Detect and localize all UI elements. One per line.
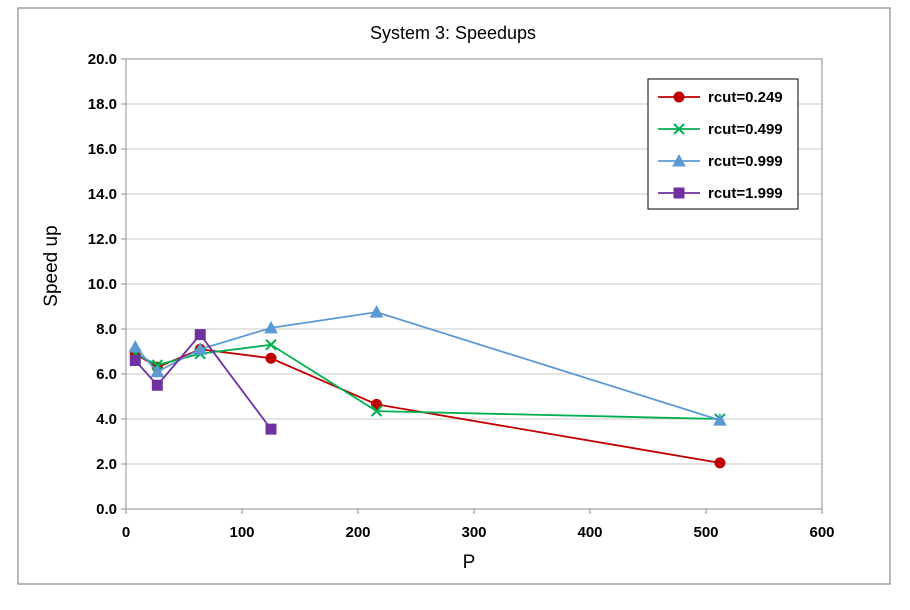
- y-tick-label: 10.0: [88, 276, 117, 293]
- data-point: [129, 355, 141, 366]
- y-tick-label: 16.0: [88, 141, 117, 158]
- legend-label: rcut=1.999: [708, 185, 783, 202]
- data-point: [128, 339, 143, 353]
- y-tick-label: 14.0: [88, 186, 117, 203]
- legend-entry: rcut=0.499: [658, 121, 783, 138]
- marker-x-stroke: [370, 405, 383, 417]
- y-tick-label: 12.0: [88, 231, 117, 248]
- data-point: [151, 379, 163, 391]
- marker-x-stroke: [265, 339, 277, 351]
- y-tick-label: 8.0: [96, 321, 117, 338]
- y-tick-label: 6.0: [96, 366, 117, 383]
- data-point: [371, 398, 383, 410]
- x-tick-label: 0: [122, 524, 130, 541]
- legend-label: rcut=0.499: [708, 121, 783, 138]
- legend-marker: [673, 123, 685, 135]
- y-tick-label: 0.0: [96, 501, 117, 518]
- legend-marker: [673, 187, 685, 199]
- data-point: [265, 423, 277, 435]
- data-point: [265, 339, 277, 351]
- x-tick-label: 300: [461, 524, 486, 541]
- series-rcut=0.999: [128, 305, 727, 426]
- legend-box: [647, 78, 799, 210]
- y-tick-label: 18.0: [88, 96, 117, 113]
- x-tick-label: 100: [229, 524, 254, 541]
- series-rcut=1.999: [129, 329, 277, 435]
- data-point: [265, 352, 277, 364]
- x-tick-label: 600: [809, 524, 834, 541]
- data-point: [369, 305, 384, 318]
- data-point: [713, 413, 727, 426]
- legend-entry: rcut=0.249: [658, 89, 783, 106]
- x-tick-label: 400: [577, 524, 602, 541]
- marker-x-stroke: [673, 123, 685, 135]
- legend-entry: rcut=1.999: [658, 185, 783, 202]
- series-line: [134, 343, 720, 420]
- legend-entry: rcut=0.999: [658, 153, 783, 170]
- y-tick-label: 2.0: [96, 456, 117, 473]
- legend: rcut=0.249 rcut=0.499 rcut=0.999 rcut=1.999: [647, 78, 799, 210]
- x-axis-label: P: [463, 552, 476, 573]
- legend-marker: [673, 91, 685, 103]
- axes: 0.0 2.0 4.0 6.0 8.0 10.0 12.0 14.0 16.0 18.0 20.0 0…: [88, 51, 835, 541]
- series-line: [134, 333, 272, 430]
- y-tick-label: 20.0: [88, 51, 117, 68]
- data-point: [370, 405, 383, 417]
- legend-label: rcut=0.999: [708, 153, 783, 170]
- data-point: [714, 457, 726, 469]
- x-tick-label: 500: [693, 524, 718, 541]
- chart-title: System 3: Speedups: [370, 23, 536, 43]
- y-tick-label: 4.0: [96, 411, 117, 428]
- series-line: [134, 311, 721, 421]
- data-series: [128, 305, 727, 469]
- x-tick-label: 200: [345, 524, 370, 541]
- y-axis-label: Speed up: [41, 225, 62, 306]
- data-point: [194, 329, 206, 341]
- legend-marker: [672, 153, 686, 167]
- data-point: [150, 364, 165, 378]
- data-point: [264, 320, 278, 334]
- data-point: [193, 342, 208, 355]
- legend-label: rcut=0.249: [708, 89, 783, 106]
